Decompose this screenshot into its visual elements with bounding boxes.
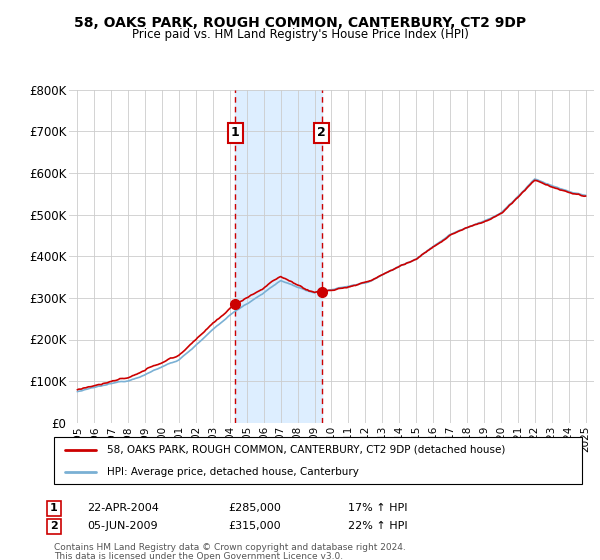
- Text: 22-APR-2004: 22-APR-2004: [87, 503, 159, 514]
- Text: Price paid vs. HM Land Registry's House Price Index (HPI): Price paid vs. HM Land Registry's House …: [131, 28, 469, 41]
- Text: 22% ↑ HPI: 22% ↑ HPI: [348, 521, 407, 531]
- Text: £315,000: £315,000: [228, 521, 281, 531]
- Text: This data is licensed under the Open Government Licence v3.0.: This data is licensed under the Open Gov…: [54, 552, 343, 560]
- Text: £285,000: £285,000: [228, 503, 281, 514]
- Text: 17% ↑ HPI: 17% ↑ HPI: [348, 503, 407, 514]
- Bar: [235, 90, 322, 423]
- Text: Contains HM Land Registry data © Crown copyright and database right 2024.: Contains HM Land Registry data © Crown c…: [54, 543, 406, 552]
- Text: 58, OAKS PARK, ROUGH COMMON, CANTERBURY, CT2 9DP (detached house): 58, OAKS PARK, ROUGH COMMON, CANTERBURY,…: [107, 445, 505, 455]
- Text: 2: 2: [50, 521, 58, 531]
- Text: HPI: Average price, detached house, Canterbury: HPI: Average price, detached house, Cant…: [107, 466, 359, 477]
- Text: 1: 1: [50, 503, 58, 514]
- Text: 58, OAKS PARK, ROUGH COMMON, CANTERBURY, CT2 9DP: 58, OAKS PARK, ROUGH COMMON, CANTERBURY,…: [74, 16, 526, 30]
- Text: 2: 2: [317, 127, 326, 139]
- FancyBboxPatch shape: [54, 437, 582, 484]
- Text: 05-JUN-2009: 05-JUN-2009: [87, 521, 158, 531]
- Text: 1: 1: [231, 127, 239, 139]
